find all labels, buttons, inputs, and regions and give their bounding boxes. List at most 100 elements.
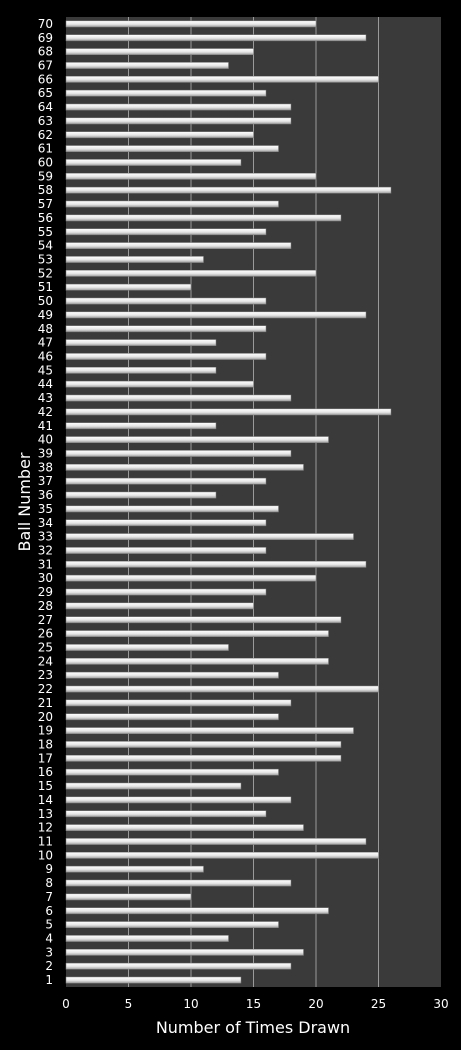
bar-ball-52 bbox=[65, 270, 317, 277]
bar-ball-18 bbox=[65, 741, 342, 748]
y-tick-label: 19 bbox=[38, 724, 53, 738]
y-tick-label: 67 bbox=[38, 59, 53, 73]
y-tick-label: 42 bbox=[38, 405, 53, 419]
bar-ball-24 bbox=[65, 658, 329, 665]
bar-ball-32 bbox=[65, 547, 267, 554]
y-tick-label: 46 bbox=[38, 350, 53, 364]
y-tick-label: 8 bbox=[45, 876, 53, 890]
bar-ball-25 bbox=[65, 644, 229, 651]
x-tick-label: 0 bbox=[62, 997, 70, 1011]
y-tick-label: 66 bbox=[38, 72, 53, 86]
y-tick-label: 39 bbox=[38, 447, 53, 461]
bar-ball-63 bbox=[65, 117, 292, 125]
y-tick-label: 65 bbox=[38, 86, 53, 100]
bar-ball-35 bbox=[65, 505, 279, 513]
bar-ball-47 bbox=[65, 339, 217, 346]
bar-ball-57 bbox=[65, 200, 279, 208]
y-tick-label: 38 bbox=[38, 460, 53, 474]
y-tick-label: 53 bbox=[38, 253, 53, 267]
bar-ball-22 bbox=[65, 685, 379, 693]
x-tick-label: 15 bbox=[246, 997, 261, 1011]
y-tick-label: 28 bbox=[38, 599, 53, 613]
bar-ball-68 bbox=[65, 48, 254, 55]
y-tick-label: 2 bbox=[45, 959, 53, 973]
bar-ball-30 bbox=[65, 574, 317, 582]
bar-ball-60 bbox=[65, 159, 242, 166]
bar-ball-59 bbox=[65, 173, 317, 180]
y-tick-label: 20 bbox=[38, 710, 53, 724]
bar-ball-12 bbox=[65, 824, 304, 831]
bar-ball-62 bbox=[65, 131, 254, 139]
y-tick-labels: 1234567891011121314151617181920212223242… bbox=[38, 17, 53, 987]
y-tick-label: 56 bbox=[38, 211, 53, 225]
x-axis-title: Number of Times Drawn bbox=[156, 1018, 350, 1037]
y-tick-label: 6 bbox=[45, 904, 53, 918]
bar-ball-42 bbox=[65, 408, 392, 416]
y-tick-label: 63 bbox=[38, 114, 53, 128]
y-tick-label: 50 bbox=[38, 294, 53, 308]
y-tick-label: 60 bbox=[38, 156, 53, 170]
y-tick-label: 13 bbox=[38, 807, 53, 821]
bar-ball-31 bbox=[65, 561, 367, 568]
y-tick-label: 37 bbox=[38, 474, 53, 488]
bar-ball-40 bbox=[65, 436, 329, 443]
bar-ball-13 bbox=[65, 810, 267, 818]
y-tick-label: 40 bbox=[38, 433, 53, 447]
y-tick-label: 4 bbox=[45, 932, 53, 946]
bar-ball-9 bbox=[65, 865, 204, 873]
y-tick-label: 62 bbox=[38, 128, 53, 142]
y-tick-label: 29 bbox=[38, 585, 53, 599]
y-tick-label: 9 bbox=[45, 862, 53, 876]
y-tick-label: 64 bbox=[38, 100, 53, 114]
bar-ball-46 bbox=[65, 353, 267, 360]
x-tick-label: 5 bbox=[125, 997, 133, 1011]
bar-ball-20 bbox=[65, 713, 279, 721]
bar-ball-16 bbox=[65, 768, 279, 776]
y-tick-label: 70 bbox=[38, 17, 53, 31]
bar-ball-64 bbox=[65, 103, 292, 111]
bar-ball-36 bbox=[65, 491, 217, 499]
y-tick-label: 3 bbox=[45, 945, 53, 959]
bar-ball-51 bbox=[65, 283, 192, 291]
bar-ball-26 bbox=[65, 630, 329, 637]
x-tick-labels: 0 5 10 15 20 25 30 bbox=[62, 997, 448, 1011]
y-tick-label: 15 bbox=[38, 779, 53, 793]
y-tick-label: 17 bbox=[38, 751, 53, 765]
bar-ball-43 bbox=[65, 394, 292, 402]
y-tick-label: 55 bbox=[38, 225, 53, 239]
bar-ball-61 bbox=[65, 145, 279, 152]
y-tick-label: 33 bbox=[38, 530, 53, 544]
bar-ball-17 bbox=[65, 755, 342, 762]
bars bbox=[65, 20, 392, 984]
y-tick-label: 27 bbox=[38, 613, 53, 627]
y-tick-label: 11 bbox=[38, 835, 53, 849]
bar-ball-21 bbox=[65, 699, 292, 707]
x-tick-label: 25 bbox=[371, 997, 386, 1011]
y-tick-label: 68 bbox=[38, 45, 53, 59]
bar-ball-69 bbox=[65, 34, 367, 42]
y-tick-label: 52 bbox=[38, 266, 53, 280]
bar-ball-58 bbox=[65, 186, 392, 194]
bar-ball-14 bbox=[65, 796, 292, 804]
bar-ball-45 bbox=[65, 367, 217, 374]
bar-ball-6 bbox=[65, 907, 329, 915]
y-tick-label: 57 bbox=[38, 197, 53, 211]
y-tick-label: 12 bbox=[38, 821, 53, 835]
y-tick-label: 7 bbox=[45, 890, 53, 904]
y-axis-title: Ball Number bbox=[15, 452, 34, 551]
bar-ball-15 bbox=[65, 782, 242, 790]
y-tick-label: 51 bbox=[38, 280, 53, 294]
bar-ball-23 bbox=[65, 671, 279, 679]
bar-ball-28 bbox=[65, 602, 254, 610]
y-tick-label: 41 bbox=[38, 419, 53, 433]
bar-ball-27 bbox=[65, 616, 342, 624]
bar-ball-55 bbox=[65, 228, 267, 236]
y-tick-label: 44 bbox=[38, 377, 53, 391]
bar-ball-8 bbox=[65, 879, 292, 887]
y-tick-label: 35 bbox=[38, 502, 53, 516]
y-tick-label: 10 bbox=[38, 848, 53, 862]
bar-ball-66 bbox=[65, 76, 379, 83]
bar-ball-34 bbox=[65, 519, 267, 527]
x-tick-label: 10 bbox=[183, 997, 198, 1011]
